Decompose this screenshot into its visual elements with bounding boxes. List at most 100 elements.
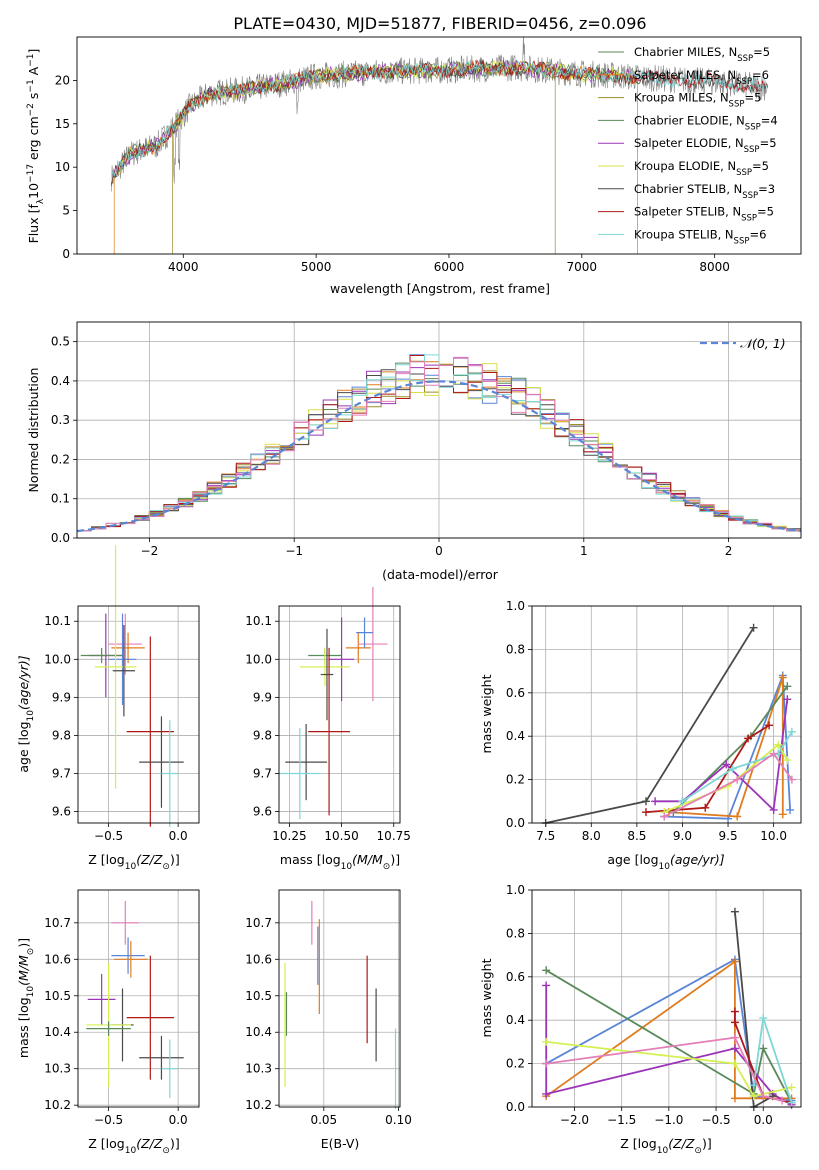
mass_vs_EBV-axes: 0.05 0.10 10.2 10.3 10.4 10.5 10.6 10.7 bbox=[245, 890, 412, 1127]
mass-vs-Z-ylabel: mass [log10(M/M⊙)] bbox=[16, 938, 36, 1058]
mass_vs_EBV-ytick-label: 10.5 bbox=[245, 989, 272, 1003]
age_vs_mass-frame bbox=[278, 605, 401, 824]
weight_vs_age-ytick-label: 1.0 bbox=[506, 599, 525, 613]
mass_vs_Z-ytick-label: 10.2 bbox=[44, 1098, 71, 1112]
mass-vs-Z-ylabel-part: ⊙ bbox=[26, 948, 36, 956]
age-vs-Z-xlabel-part: ⊙ bbox=[162, 862, 170, 872]
spectrum-xtick-label: 8000 bbox=[699, 260, 730, 274]
mass_vs_EBV-frame bbox=[278, 889, 401, 1108]
weight_vs_Z-xtick-label: −1.0 bbox=[654, 1113, 683, 1127]
weight_vs_age-xtick-label: 9.5 bbox=[719, 829, 738, 843]
age_vs_mass-ytick-label: 9.7 bbox=[253, 767, 272, 781]
mass_vs_EBV-ytick-label: 10.4 bbox=[245, 1025, 272, 1039]
age-vs-mass-xlabel-part: mass [log bbox=[280, 852, 341, 867]
weight_vs_age-marker bbox=[769, 805, 778, 814]
mass-vs-Z-xlabel-part: ⊙ bbox=[162, 1146, 170, 1156]
legend-entry-part: SSP bbox=[729, 100, 745, 110]
weight_vs_Z-marker bbox=[749, 1081, 758, 1090]
spectrum-ylabel-part: −2 bbox=[26, 103, 36, 116]
legend-entry-part: Chabrier ELODIE, N bbox=[634, 113, 745, 127]
mass_vs_Z-ytick-label: 10.6 bbox=[44, 952, 71, 966]
weight_vs_age-xtick-label: 9.0 bbox=[673, 829, 692, 843]
residuals-ytick-label: 0.1 bbox=[51, 492, 70, 506]
age-vs-mass-xlabel-part: )] bbox=[390, 852, 400, 867]
legend-entry-part: SSP bbox=[741, 214, 757, 224]
age_vs_Z-frame bbox=[77, 605, 200, 824]
mass_vs_Z-ytick-label: 10.3 bbox=[44, 1062, 71, 1076]
weight_vs_age-xtick-label: 10.0 bbox=[760, 829, 787, 843]
legend-entry-4: Chabrier ELODIE, NSSP=4 bbox=[634, 113, 778, 132]
weight_vs_Z-marker bbox=[759, 1044, 768, 1053]
weight_vs_age-ytick-label: 0.2 bbox=[506, 773, 525, 787]
age_vs_Z-axes: −0.5 0.0 9.6 9.7 9.8 9.9 10.0 10.1 bbox=[44, 606, 199, 843]
spectrum-ylabel: Flux [fλ10−17 erg cm−2 s−1 A−1] bbox=[26, 49, 46, 244]
weight_vs_age-ytick-label: 0.0 bbox=[506, 816, 525, 830]
spectrum-ylabel-part: A bbox=[26, 66, 41, 79]
model-spectrum-9 bbox=[111, 60, 769, 182]
weight_vs_age-marker bbox=[786, 805, 795, 814]
age_vs_mass-ytick-label: 10.0 bbox=[245, 652, 272, 666]
age-vs-Z-ylabel-part: (age/yr)] bbox=[16, 655, 31, 710]
age-vs-Z-xlabel-part: 10 bbox=[125, 862, 137, 872]
weight_vs_Z-marker bbox=[730, 907, 739, 916]
spectrum-ylabel-part: λ bbox=[36, 198, 46, 204]
mass_vs_EBV-ytick-label: 10.7 bbox=[245, 916, 272, 930]
weight_vs_age-ytick-label: 0.6 bbox=[506, 686, 525, 700]
legend-entry-part: SSP bbox=[736, 168, 752, 178]
weight-vs-age-xlabel: age [log10(age/yr)] bbox=[607, 852, 724, 872]
age-vs-mass-xlabel: mass [log10(M/M⊙)] bbox=[280, 852, 400, 872]
age_vs_Z-ytick-label: 9.7 bbox=[52, 767, 71, 781]
residuals-ytick-label: 0.4 bbox=[51, 374, 70, 388]
legend-entry-part: =6 bbox=[749, 227, 766, 241]
mass-vs-Z-xlabel-part: )] bbox=[170, 1136, 180, 1151]
residual-legend-label: 𝒩(0, 1) bbox=[740, 336, 786, 351]
residuals-ytick-label: 0.0 bbox=[51, 531, 70, 545]
mass-vs-Z-xlabel: Z [log10(Z/Z⊙)] bbox=[88, 1136, 179, 1156]
weight_vs_age-marker bbox=[765, 721, 774, 730]
age-vs-Z-ylabel: age [log10(age/yr)] bbox=[16, 655, 36, 772]
legend-entry-part: =6 bbox=[752, 68, 769, 82]
weight_vs_Z-marker bbox=[542, 966, 551, 975]
legend-entry-part: SSP bbox=[734, 236, 750, 246]
residual-xlabel: (data-model)/error bbox=[382, 567, 499, 582]
weight_vs_Z-xtick-label: −2.0 bbox=[560, 1113, 589, 1127]
legend-entry-6: Kroupa ELODIE, NSSP=5 bbox=[634, 159, 769, 178]
model-spectrum-2 bbox=[113, 60, 638, 254]
spectrum-xlabel: wavelength [Angstrom, rest frame] bbox=[330, 281, 550, 296]
weight_vs_age-marker bbox=[733, 775, 742, 784]
legend-entry-2: Salpeter MILES, NSSP=6 bbox=[634, 68, 769, 87]
weight_vs_Z-xtick-label: −0.5 bbox=[701, 1113, 730, 1127]
age_vs_Z-xtick-label: 0.0 bbox=[169, 829, 188, 843]
weight_vs_age-series-1 bbox=[545, 627, 755, 824]
residuals-ytick-label: 0.3 bbox=[51, 413, 70, 427]
spectrum-frame bbox=[76, 36, 802, 255]
legend-entry-part: SSP bbox=[737, 54, 753, 64]
weight_vs_age-marker bbox=[774, 740, 783, 749]
mass_vs_Z-axes: −0.5 0.0 10.2 10.3 10.4 10.5 10.6 10.7 bbox=[44, 890, 199, 1127]
spectrum-ylabel-part: erg cm bbox=[26, 116, 41, 164]
residual-ylabel: Normed distribution bbox=[26, 368, 41, 493]
age_vs_Z-ytick-label: 10.0 bbox=[44, 652, 71, 666]
weight_vs_age-frame bbox=[531, 605, 802, 824]
mass-vs-Z-ylabel-part: mass [log bbox=[16, 997, 31, 1058]
weight_vs_Z-marker bbox=[749, 1092, 758, 1101]
weight_vs_Z-series-9 bbox=[546, 1036, 783, 1102]
weight_vs_age-marker bbox=[660, 812, 669, 821]
figure-title: PLATE=0430, MJD=51877, FIBERID=0456, z=0… bbox=[233, 14, 646, 33]
weight_vs_Z-ytick-label: 0.4 bbox=[506, 1013, 525, 1027]
age-vs-mass-xlabel-part: 10 bbox=[341, 862, 353, 872]
residuals-ytick-label: 0.5 bbox=[51, 335, 70, 349]
mass_vs_EBV-xtick-label: 0.05 bbox=[310, 1113, 337, 1127]
model-spectrum-7 bbox=[111, 60, 769, 187]
legend-entry-part: SSP bbox=[742, 191, 758, 201]
spectrum-xtick-label: 7000 bbox=[567, 260, 598, 274]
weight_vs_Z-ytick-label: 1.0 bbox=[506, 883, 525, 897]
weight_vs_Z-series-7 bbox=[546, 1041, 792, 1098]
mass-vs-Z-ylabel-part: )] bbox=[16, 938, 31, 948]
weight_vs_age-marker bbox=[778, 810, 787, 819]
weight-vs-age-xlabel-part: age [log bbox=[607, 852, 658, 867]
weight-vs-Z-xlabel-part: )] bbox=[702, 1136, 712, 1151]
weight_vs_Z-marker bbox=[730, 1033, 739, 1042]
weight_vs_age-marker bbox=[783, 682, 792, 691]
legend-entry-part: Chabrier MILES, N bbox=[634, 45, 737, 59]
